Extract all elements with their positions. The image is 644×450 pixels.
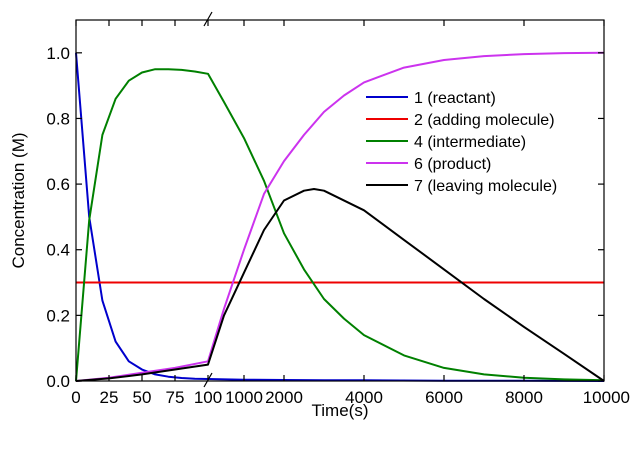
x-tick-label: 75 [166,388,185,407]
legend: 1 (reactant) 2 (adding molecule) 4 (interm… [366,90,557,195]
axis-ticks: 0 25 50 75 100 1000 2000 4000 6000 8000 10000 0.0 0.… [46,20,630,407]
y-tick-label: 0.6 [46,175,70,194]
x-tick-label: 100 [194,388,222,407]
x-tick-label: 6000 [425,388,463,407]
legend-label: 7 (leaving molecule) [414,178,557,195]
series-layer [75,51,605,382]
plot-frame [75,11,605,388]
y-tick-label: 0.2 [46,306,70,325]
x-tick-label: 0 [71,388,80,407]
y-tick-label: 0.8 [46,109,70,128]
x-axis-title: Time(s) [312,401,369,420]
series-line-3 [75,68,605,382]
x-tick-label: 1000 [225,388,263,407]
legend-label: 1 (reactant) [414,90,496,107]
y-tick-label: 0.0 [46,372,70,391]
y-tick-label: 1.0 [46,44,70,63]
legend-label: 6 (product) [414,156,491,173]
x-tick-label: 25 [100,388,119,407]
x-tick-label: 50 [133,388,152,407]
x-tick-label: 2000 [265,388,303,407]
axis-break-top [203,11,213,27]
x-tick-label: 10000 [583,388,630,407]
series-line-4 [75,51,605,382]
plot-border [75,19,605,382]
x-tick-label: 8000 [505,388,543,407]
y-axis-title: Concentration (M) [9,132,28,268]
legend-label: 2 (adding molecule) [414,112,555,129]
series-line-1 [75,52,605,382]
y-tick-label: 0.4 [46,241,70,260]
legend-label: 4 (intermediate) [414,134,526,151]
series-line-5 [75,188,605,382]
x-tick-label: 4000 [345,388,383,407]
